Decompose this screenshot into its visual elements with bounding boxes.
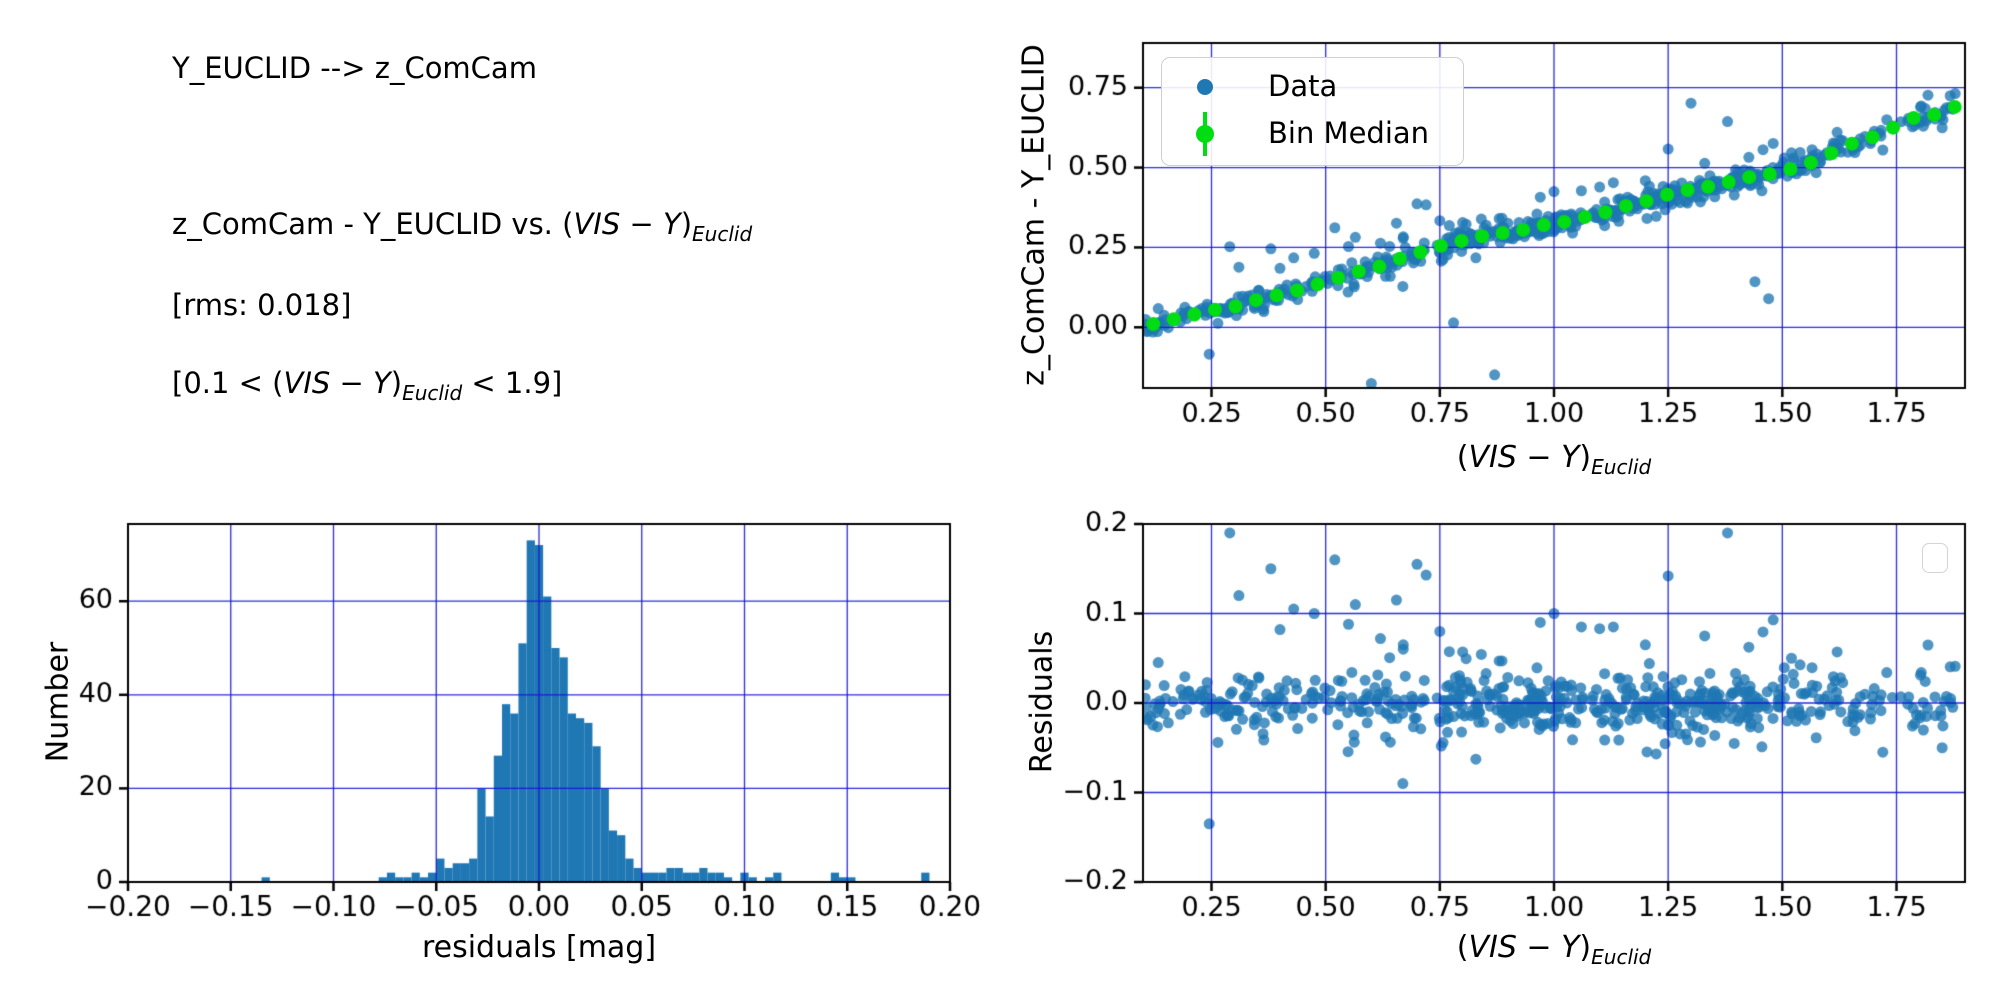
histogram-xlabel: residuals [mag]: [421, 930, 657, 965]
legend-data-marker-icon: [1197, 79, 1213, 95]
residual-xlabel: (VIS − Y)Euclid: [1457, 930, 1652, 969]
main-scatter-legend: Data Bin Median: [1161, 57, 1464, 166]
xlabel-open: (: [1456, 440, 1469, 475]
annotation-range-post: < 1.9]: [462, 366, 563, 400]
legend-binmedian-marker-icon: [1196, 125, 1214, 143]
residual-empty-legend: [1922, 543, 1948, 573]
histogram-ylabel: Number: [40, 641, 76, 763]
annotation-range-open: [0.1 < (: [172, 366, 284, 400]
xlabel-math: VIS − Y: [1468, 440, 1580, 475]
residual-xlabel-subscript: Euclid: [1591, 945, 1652, 969]
annotation-relation-text: z_ComCam - Y_EUCLID vs. (: [172, 207, 574, 241]
legend-binmedian-label: Bin Median: [1268, 116, 1430, 150]
residual-xlabel-open: (: [1456, 930, 1469, 965]
main-scatter-ylabel: z_ComCam - Y_EUCLID: [1016, 44, 1052, 386]
annotation-range-close: ): [390, 366, 403, 400]
annotation-relation-math: VIS − Y: [573, 207, 681, 241]
annotation-relation-subscript: Euclid: [692, 222, 753, 246]
xlabel-close: ): [1579, 440, 1592, 475]
residual-ylabel: Residuals: [1024, 630, 1060, 774]
annotation-relation-close: ): [680, 207, 693, 241]
annotation-relation: z_ComCam - Y_EUCLID vs. (VIS − Y)Euclid: [172, 207, 752, 246]
annotation-range-subscript: Euclid: [402, 381, 463, 405]
xlabel-subscript: Euclid: [1591, 455, 1652, 479]
residual-xlabel-close: ): [1579, 930, 1592, 965]
residual-histogram-canvas: [0, 500, 1000, 1000]
residual-xlabel-math: VIS − Y: [1468, 930, 1580, 965]
main-scatter-xlabel: (VIS − Y)Euclid: [1457, 440, 1652, 479]
annotation-range: [0.1 < (VIS − Y)Euclid < 1.9]: [172, 366, 562, 405]
residual-scatter-canvas: [1000, 500, 2000, 1000]
annotation-range-math: VIS − Y: [283, 366, 391, 400]
legend-data-label: Data: [1268, 69, 1338, 103]
annotation-transformation: Y_EUCLID --> z_ComCam: [172, 51, 537, 85]
annotation-rms: [rms: 0.018]: [172, 288, 352, 322]
main-scatter-canvas: [1000, 0, 2000, 500]
